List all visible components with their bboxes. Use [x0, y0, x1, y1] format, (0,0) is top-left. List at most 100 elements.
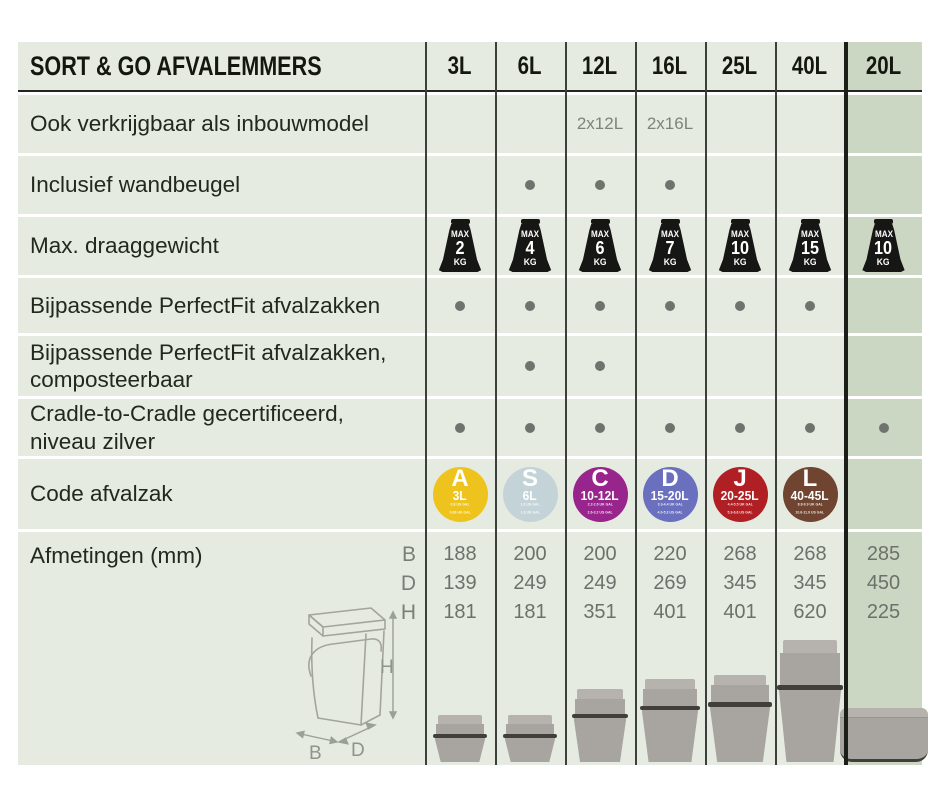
value-cell: J 20-25L 4.4-5.5 UK GAL 5.3-6.6 US GAL	[705, 459, 775, 529]
value-cell	[635, 399, 705, 456]
weight-unit: KG	[877, 257, 890, 269]
dimension-cell: 268 345 620	[775, 532, 845, 765]
bin-illustration	[503, 715, 557, 762]
badge-size: 10-12L	[581, 488, 619, 504]
dimension-values: 268 345 401	[705, 532, 775, 627]
row-label: Bijpassende PerfectFit afvalzakken	[30, 292, 381, 318]
bin-lid	[645, 679, 695, 689]
weight-max-label: MAX	[591, 229, 609, 240]
bin-handle-band	[708, 702, 772, 707]
feature-dot	[525, 300, 535, 311]
dimension-value-d: 249	[513, 572, 547, 594]
weight-value: 6	[595, 238, 605, 259]
dimension-values: 200 249 351	[565, 532, 635, 627]
weight-body: MAX 10 KG	[862, 224, 905, 272]
badge-gallon-text: 0.66 UK GAL	[449, 511, 471, 515]
dimension-value-d: 450	[866, 572, 901, 594]
value-cell	[495, 95, 565, 153]
value-cell: 2x12L	[565, 95, 635, 153]
dimension-value-h: 401	[723, 601, 757, 623]
column-header-label: 12L	[582, 51, 618, 80]
badge-size: 6L	[523, 488, 537, 504]
value-cell: MAX 2 KG	[425, 217, 495, 275]
product-comparison-table: SORT & GO AFVALEMMERS 3L 6L 12L 16L 25L 40L 20…	[18, 42, 928, 765]
value-cell	[775, 95, 845, 153]
dimension-cell: 200 249 181	[495, 532, 565, 765]
value-cell	[775, 156, 845, 214]
badge-gallon-text: 2.6-3.2 US GAL	[587, 511, 613, 515]
value-cell	[635, 278, 705, 333]
value-cell	[495, 336, 565, 396]
inbouw-value: 2x16L	[646, 114, 694, 133]
badge-size: 3L	[453, 488, 467, 504]
column-separator	[425, 42, 427, 765]
badge-gallon-text: 1.6 US GAL	[520, 502, 540, 507]
bin-lower	[709, 707, 771, 762]
badge-size: 20-25L	[721, 488, 759, 504]
weight-body: MAX 7 KG	[648, 224, 692, 272]
weight-body: MAX 4 KG	[508, 224, 552, 272]
value-cell	[425, 278, 495, 333]
bin-lid	[782, 640, 838, 653]
bin-illustration	[640, 679, 700, 762]
feature-dot	[595, 300, 605, 311]
feature-dot	[595, 422, 605, 433]
row-label-cell-perfectfit-composteerbaar: Bijpassende PerfectFit afvalzakken, comp…	[18, 336, 425, 396]
dimension-key-d: D	[400, 572, 416, 595]
bin-handle-band	[572, 714, 628, 718]
bin-lid	[437, 715, 483, 724]
inbouw-value: 2x12L	[576, 114, 624, 133]
dimension-value-b: 285	[866, 543, 901, 565]
bin-handle-band	[433, 734, 487, 738]
row-label-cell-inbouwmodel: Ook verkrijgbaar als inbouwmodel	[18, 95, 425, 153]
bin-lower	[504, 738, 556, 762]
badge-gallon-text: 5.3-6.6 US GAL	[727, 511, 753, 515]
badge-size: 40-45L	[791, 488, 829, 504]
badge-gallon-text: 3.3-4.4 UK GAL	[657, 502, 683, 507]
weight-unit: KG	[803, 257, 817, 269]
weight-knob	[874, 219, 893, 224]
dimension-value-b: 220	[653, 543, 687, 565]
bin-upper	[643, 689, 697, 706]
bin-upper	[711, 685, 769, 702]
badge-gallon-text: 2.2-2.6 UK GAL	[587, 502, 613, 507]
value-cell	[705, 156, 775, 214]
max-weight-icon: MAX 15 KG	[787, 219, 833, 273]
table-row-cradle-to-cradle: Cradle-to-Cradle gecertificeerd, niveau …	[18, 399, 922, 456]
weight-body: MAX 15 KG	[788, 224, 832, 272]
value-cell	[425, 336, 495, 396]
bin-illustration	[708, 675, 772, 762]
value-cell	[845, 156, 922, 214]
table-row-wandbeugel: Inclusief wandbeugel	[18, 156, 922, 214]
value-cell: MAX 7 KG	[635, 217, 705, 275]
value-cell: S 6L 1.6 US GAL 1.3 UK GAL	[495, 459, 565, 529]
bin-handle-band	[640, 706, 700, 710]
dimension-cell: 200 249 351	[565, 532, 635, 765]
feature-dot	[878, 422, 889, 433]
max-weight-icon: MAX 10 KG	[717, 219, 763, 273]
dimension-value-b: 200	[583, 543, 617, 565]
weight-value: 15	[800, 238, 820, 259]
dimension-values: 285 450 225	[845, 532, 922, 627]
weight-knob	[730, 219, 750, 224]
value-cell	[775, 336, 845, 396]
max-weight-icon: MAX 6 KG	[577, 219, 623, 273]
badge-letter: J	[733, 464, 747, 492]
weight-unit: KG	[733, 257, 747, 269]
row-label-cell-wandbeugel: Inclusief wandbeugel	[18, 156, 425, 214]
max-weight-icon: MAX 4 KG	[507, 219, 553, 273]
value-cell	[495, 399, 565, 456]
bin-lower	[641, 710, 699, 762]
bin-lower	[778, 690, 842, 762]
row-label-cell-draaggewicht: Max. draaggewicht	[18, 217, 425, 275]
row-label: Code afvalzak	[30, 481, 173, 507]
weight-value: 2	[455, 238, 465, 259]
dimension-value-b: 188	[443, 543, 477, 565]
value-cell: D 15-20L 3.3-4.4 UK GAL 4.0-5.3 US GAL	[635, 459, 705, 529]
max-weight-icon: MAX 7 KG	[647, 219, 693, 273]
row-label: Max. draaggewicht	[30, 233, 219, 259]
dimension-cell: 285 450 225	[839, 532, 928, 765]
feature-dot	[735, 422, 745, 433]
bin-lid	[713, 675, 767, 685]
